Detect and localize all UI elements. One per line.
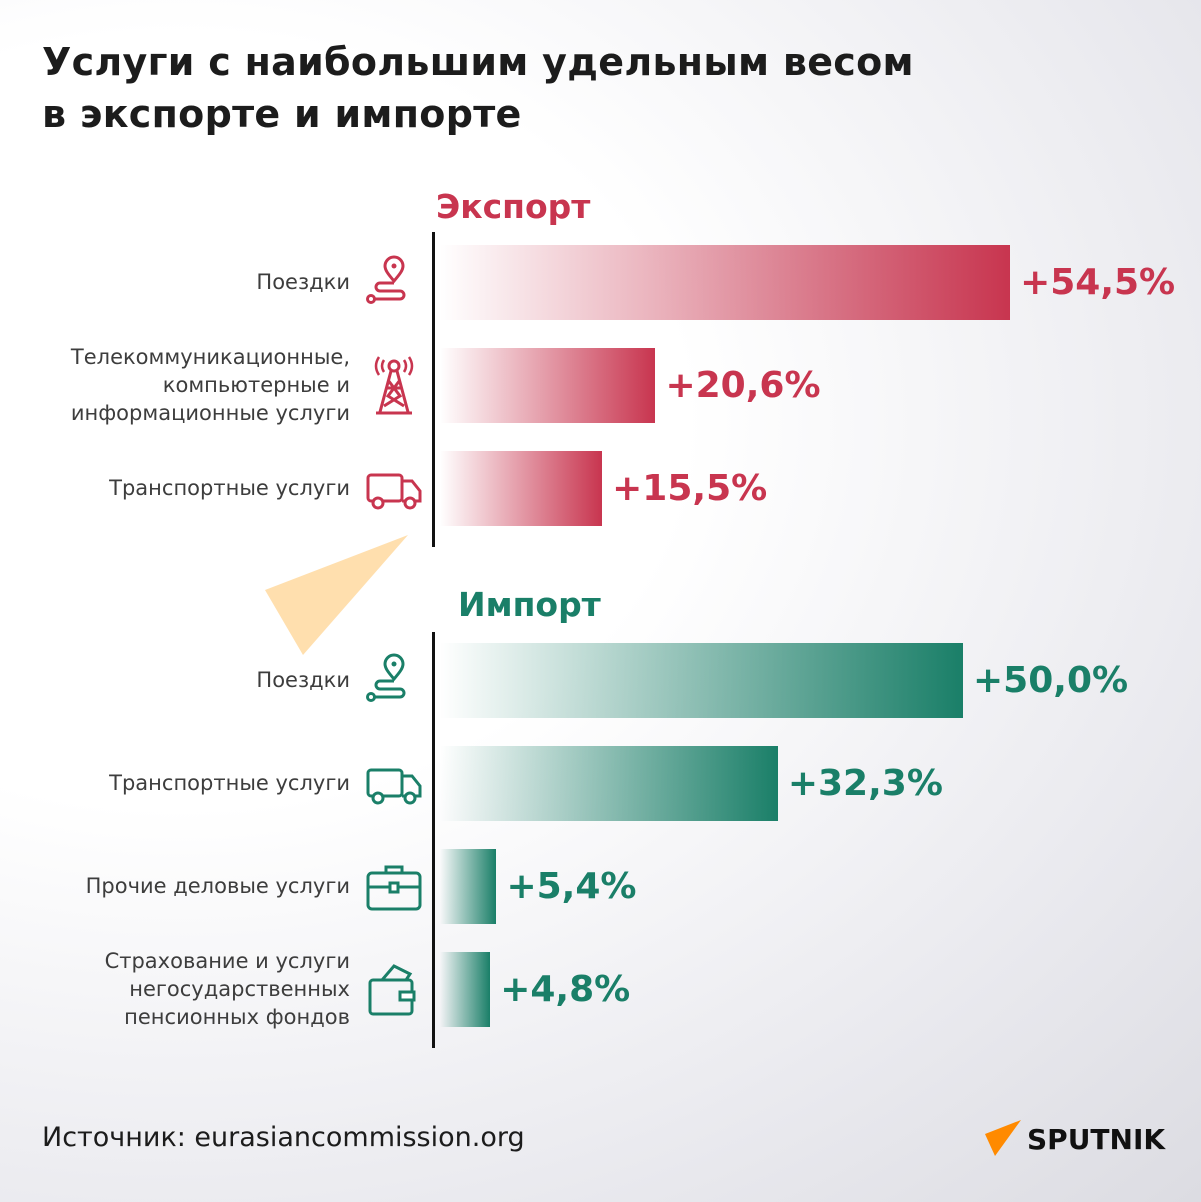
logo-text: SPUTNIK bbox=[1027, 1122, 1166, 1156]
value-label: +15,5% bbox=[612, 468, 768, 509]
route-pin-icon bbox=[362, 649, 426, 713]
axis-line-import bbox=[432, 632, 435, 1048]
category-label: Поездки bbox=[256, 270, 350, 294]
label-line: негосударственных bbox=[129, 977, 350, 1001]
value-label: +20,6% bbox=[665, 365, 821, 406]
route-pin-icon bbox=[362, 251, 426, 315]
bar bbox=[440, 245, 1011, 320]
value-label: +4,8% bbox=[500, 969, 631, 1010]
bar bbox=[440, 643, 963, 718]
value-label: +5,4% bbox=[506, 866, 637, 907]
briefcase-icon bbox=[362, 855, 426, 919]
category-label: Транспортные услуги bbox=[109, 771, 350, 795]
bar bbox=[440, 746, 778, 821]
label-line: пенсионных фондов bbox=[124, 1005, 350, 1029]
section-heading: Экспорт bbox=[436, 187, 591, 226]
category-label: Телекоммуникационные, компьютерные и инфор… bbox=[71, 343, 350, 427]
label-line: Страхование и услуги bbox=[104, 949, 350, 973]
category-label: Прочие деловые услуги bbox=[85, 874, 350, 898]
label-line: Телекоммуникационные, bbox=[70, 345, 350, 369]
truck-icon bbox=[362, 752, 426, 816]
category-label: Транспортные услуги bbox=[109, 476, 350, 500]
category-label: Страхование и услуги негосударственных пен… bbox=[105, 947, 350, 1031]
axis-line-export bbox=[432, 232, 435, 547]
wallet-icon bbox=[362, 958, 426, 1022]
bar bbox=[440, 952, 491, 1027]
chart-title: Услуги с наибольшим удельным весом в экс… bbox=[42, 36, 914, 140]
value-label: +50,0% bbox=[973, 660, 1129, 701]
label-line: информационные услуги bbox=[70, 401, 350, 425]
sputnik-logo-icon bbox=[985, 1120, 1021, 1156]
value-label: +32,3% bbox=[787, 763, 943, 804]
radio-tower-icon bbox=[362, 354, 426, 418]
title-line: в экспорте и импорте bbox=[42, 92, 522, 136]
truck-icon bbox=[362, 457, 426, 521]
bar bbox=[440, 849, 497, 924]
section-heading: Импорт bbox=[458, 585, 601, 624]
title-line: Услуги с наибольшим удельным весом bbox=[42, 40, 914, 84]
label-line: компьютерные и bbox=[162, 373, 350, 397]
watermark-triangle-icon bbox=[265, 535, 408, 655]
sputnik-logo: SPUTNIK bbox=[985, 1120, 1165, 1158]
bar bbox=[440, 451, 603, 526]
bar bbox=[440, 348, 656, 423]
category-label: Поездки bbox=[256, 668, 350, 692]
value-label: +54,5% bbox=[1020, 262, 1176, 303]
source: Источник: eurasiancommission.org bbox=[42, 1122, 525, 1153]
